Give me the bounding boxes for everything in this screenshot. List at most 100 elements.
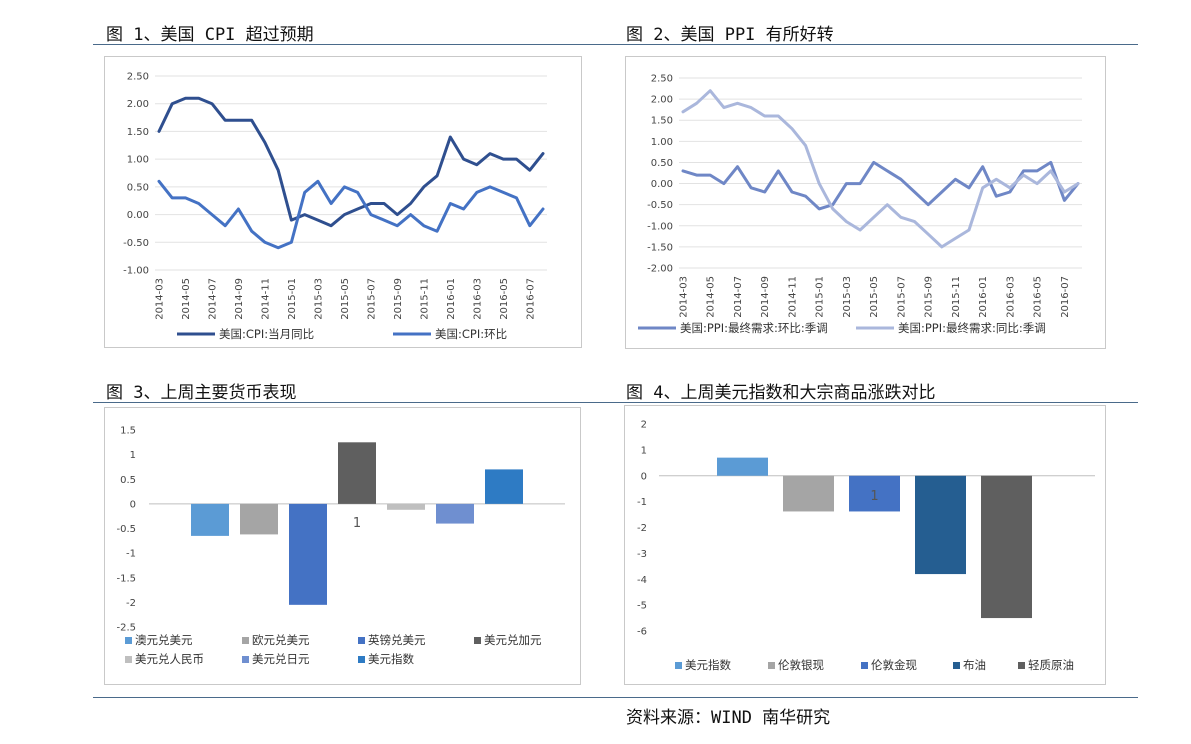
x-tick-label: 2016-05: [499, 278, 510, 320]
x-tick-label: 2016-01: [446, 278, 457, 320]
chart2-panel: 2.50 2.00 1.50 1.00 0.50 0.00 -0.50 -1.00 -1.50 -…: [625, 56, 1106, 349]
legend-label-2: 欧元兑美元: [252, 633, 310, 647]
y-tick-label: -5: [637, 601, 647, 612]
y-tick-label: 0.5: [120, 475, 136, 486]
x-tick-label: 2015-09: [393, 278, 404, 320]
y-tick-label: 1.50: [127, 127, 149, 138]
bar-1: [717, 457, 768, 476]
x-tick-label: 2014-09: [234, 278, 245, 320]
x-tick-label: 2016-01: [978, 276, 989, 318]
x-tick-label: 2015-09: [924, 276, 935, 318]
y-tick-label: -0.50: [123, 238, 149, 249]
x-tick-label: 2014-05: [181, 278, 192, 320]
y-tick-label: 0: [641, 471, 647, 482]
bar-4: [915, 475, 966, 575]
x-tick-label: 2015-07: [896, 276, 907, 318]
source-note: 资料来源：WIND 南华研究: [626, 708, 831, 728]
y-tick-label: -0.50: [647, 200, 673, 211]
y-tick-label: 2.00: [127, 99, 149, 110]
legend-swatch-3: [358, 637, 365, 644]
x-tick-label: 2015-05: [340, 278, 351, 320]
legend-label-7: 美元指数: [368, 652, 414, 666]
legend-swatch-1: [125, 637, 132, 644]
x-tick-label: 2014-05: [706, 276, 717, 318]
y-tick-label: -2.00: [647, 264, 673, 275]
y-tick-label: -2: [637, 523, 647, 534]
legend-label-1: 澳元兑美元: [135, 633, 193, 647]
bar-2: [240, 503, 278, 535]
x-tick-label: 2014-07: [207, 278, 218, 320]
y-tick-label: 0.00: [651, 179, 673, 190]
bar-3: [289, 503, 327, 605]
bar-4: [338, 442, 376, 504]
y-tick-label: 1.00: [651, 137, 673, 148]
x-tick-label: 2016-05: [1033, 276, 1044, 318]
legend-swatch-5: [1018, 662, 1025, 669]
y-tick-label: 0: [130, 499, 136, 510]
chart3-svg: 1.510.50-0.5-1-1.5-2-2.5澳元兑美元 欧元兑美元 英镑兑美元美…: [116, 426, 565, 666]
bar-3: [849, 475, 900, 512]
x-tick-label: 2015-11: [419, 278, 430, 320]
x-tick-label: 2015-01: [815, 276, 826, 318]
legend-label-2: 美国:CPI:环比: [435, 327, 507, 341]
y-tick-label: -1.5: [116, 573, 136, 584]
bar-2: [783, 475, 834, 512]
x-tick-label: 2014-11: [260, 278, 271, 320]
x-tick-label: 2016-03: [1005, 276, 1016, 318]
y-tick-label: -4: [637, 575, 647, 586]
x-tick-label: 2014-07: [733, 276, 744, 318]
x-tick-label: 2014-03: [679, 276, 690, 318]
chart2-title: 图 2、美国 PPI 有所好转: [626, 25, 834, 45]
legend-label-6: 美元兑日元: [252, 652, 310, 666]
y-tick-label: -1: [637, 497, 647, 508]
series-line-1: [681, 160, 1080, 211]
legend-label-5: 轻质原油: [1028, 658, 1074, 672]
legend-swatch-6: [242, 656, 249, 663]
legend-label-4: 布油: [963, 658, 986, 672]
bottom-divider: [93, 697, 1138, 698]
chart1-panel: 2.50 2.00 1.50 1.00 0.50 0.00 -0.50 -1.00 2014-0…: [104, 56, 582, 348]
legend-swatch-1: [675, 662, 682, 669]
x-tick-label: 2015-07: [366, 278, 377, 320]
x-tick-label: 2015-03: [842, 276, 853, 318]
bar-5: [387, 503, 425, 510]
y-tick-label: -0.5: [116, 524, 136, 535]
legend-swatch-7: [358, 656, 365, 663]
x-tick-label: 2014-09: [760, 276, 771, 318]
legend-label-2: 伦敦银现: [778, 658, 824, 672]
y-tick-label: 1.00: [127, 155, 149, 166]
x-tick-label: 2016-07: [525, 278, 536, 320]
x-tick-label: 2015-03: [313, 278, 324, 320]
x-tick-label: 2016-07: [1060, 276, 1071, 318]
legend-swatch-3: [861, 662, 868, 669]
chart4-panel: 2 1 0 -1 -2 -3 -4 -5 -6 美元指数 伦敦银现 伦敦金现 布油 轻质原油 1: [624, 405, 1106, 685]
series-line-2: [681, 89, 1080, 249]
y-tick-label: -2.5: [116, 623, 136, 634]
legend-label-5: 美元兑人民币: [135, 652, 204, 666]
y-tick-label: -1.00: [647, 221, 673, 232]
y-tick-label: 0.50: [651, 158, 673, 169]
y-tick-label: -1.00: [123, 266, 149, 277]
legend-label-1: 美国:CPI:当月同比: [219, 327, 314, 341]
chart4-svg: 2 1 0 -1 -2 -3 -4 -5 -6 美元指数 伦敦银现 伦敦金现 布油 轻质原油 1: [637, 420, 1095, 672]
chart1-svg: 2.50 2.00 1.50 1.00 0.50 0.00 -0.50 -1.00 2014-0…: [123, 72, 547, 341]
legend-label-1: 美国:PPI:最终需求:环比:季调: [680, 321, 828, 335]
y-tick-label: 1: [130, 450, 136, 461]
legend-label-3: 英镑兑美元: [368, 633, 426, 647]
bar-7: [485, 469, 523, 504]
x-tick-label: 2014-03: [155, 278, 166, 320]
legend-label-1: 美元指数: [685, 658, 731, 672]
chart4-title: 图 4、上周美元指数和大宗商品涨跌对比: [626, 383, 936, 403]
y-tick-label: 2.50: [651, 74, 673, 85]
chart2-svg: 2.50 2.00 1.50 1.00 0.50 0.00 -0.50 -1.00 -1.50 -…: [638, 74, 1082, 335]
top-divider: [93, 44, 1138, 45]
legend-swatch-4: [953, 662, 960, 669]
y-tick-label: 1.5: [120, 426, 136, 437]
legend-swatch-5: [125, 656, 132, 663]
data-label: 1: [870, 489, 878, 504]
data-label: 1: [353, 516, 361, 531]
y-tick-label: 0.50: [127, 182, 149, 193]
y-tick-label: -1.50: [647, 242, 673, 253]
x-tick-label: 2016-03: [472, 278, 483, 320]
y-tick-label: -6: [637, 627, 647, 638]
